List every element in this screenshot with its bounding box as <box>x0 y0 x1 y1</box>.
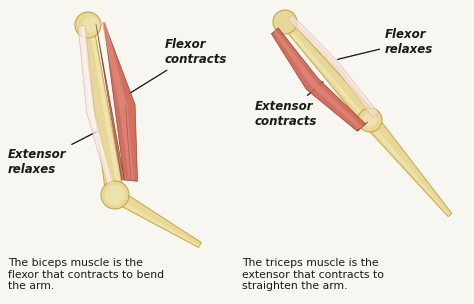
Circle shape <box>101 181 129 209</box>
Polygon shape <box>364 115 452 216</box>
Polygon shape <box>82 24 124 196</box>
Text: Flexor
contracts: Flexor contracts <box>129 38 228 94</box>
Polygon shape <box>366 120 450 216</box>
Circle shape <box>363 113 377 127</box>
Polygon shape <box>282 19 376 125</box>
Polygon shape <box>89 24 122 195</box>
Polygon shape <box>78 26 111 184</box>
Polygon shape <box>290 17 377 116</box>
Polygon shape <box>111 189 201 247</box>
Polygon shape <box>112 196 200 247</box>
Polygon shape <box>282 22 369 123</box>
Text: Extensor
contracts: Extensor contracts <box>255 82 323 128</box>
Circle shape <box>75 12 101 38</box>
Polygon shape <box>81 26 113 183</box>
Circle shape <box>105 185 125 205</box>
Circle shape <box>83 16 99 33</box>
Circle shape <box>273 10 297 34</box>
Polygon shape <box>96 22 137 181</box>
Polygon shape <box>288 16 378 117</box>
Circle shape <box>358 108 382 132</box>
Polygon shape <box>273 30 363 129</box>
Text: The triceps muscle is the
extensor that contracts to
straighten the arm.: The triceps muscle is the extensor that … <box>242 258 384 291</box>
Polygon shape <box>102 22 134 181</box>
Text: Flexor
relaxes: Flexor relaxes <box>337 28 433 59</box>
Text: Extensor
relaxes: Extensor relaxes <box>8 131 98 176</box>
Polygon shape <box>357 122 368 131</box>
Polygon shape <box>272 28 365 131</box>
Text: The biceps muscle is the
flexor that contracts to bend
the arm.: The biceps muscle is the flexor that con… <box>8 258 164 291</box>
